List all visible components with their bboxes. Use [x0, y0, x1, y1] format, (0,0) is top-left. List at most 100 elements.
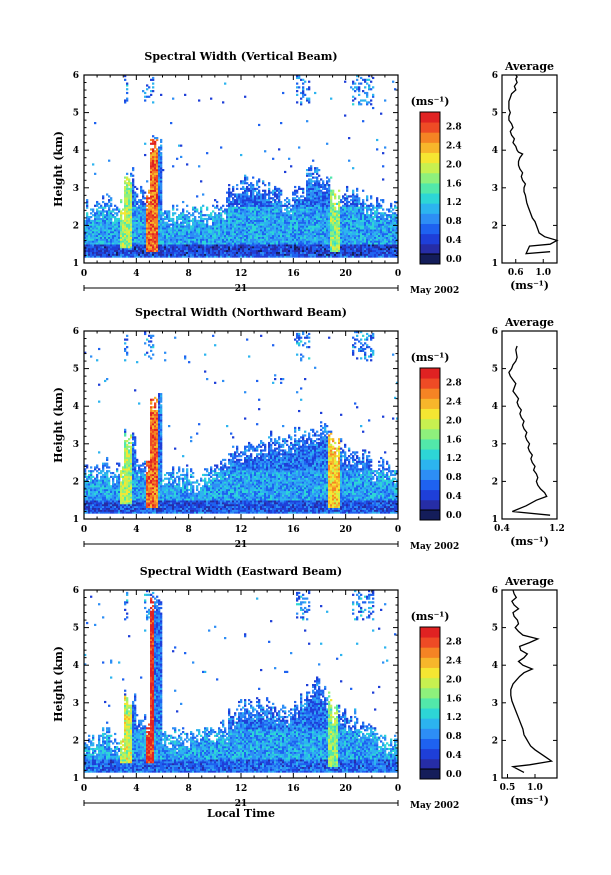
heatmap-cell: [240, 204, 243, 207]
heatmap-cell: [252, 200, 255, 204]
heatmap-cell: [164, 244, 167, 247]
heatmap-cell: [258, 217, 261, 221]
heatmap-cell: [304, 232, 307, 236]
heatmap-cell: [356, 234, 359, 237]
heatmap-cell: [228, 216, 231, 219]
heatmap-cell: [104, 251, 107, 254]
heatmap-cell: [148, 217, 151, 221]
heatmap-cell: [376, 214, 379, 217]
heatmap-cell: [292, 219, 295, 222]
heatmap-cell: [340, 236, 343, 239]
heatmap-cell: [326, 208, 329, 211]
heatmap-cell: [308, 214, 311, 217]
heatmap-cell: [176, 232, 179, 236]
heatmap-cell: [250, 231, 253, 234]
heatmap-cell: [208, 246, 211, 249]
heatmap-cell: [282, 238, 285, 241]
heatmap-cell: [102, 253, 105, 256]
heatmap-cell: [218, 244, 221, 247]
heatmap-cell: [156, 238, 159, 241]
heatmap-cell: [358, 240, 361, 243]
heatmap-cell: [126, 91, 129, 95]
heatmap-cell: [162, 232, 165, 236]
heatmap-cell: [98, 255, 101, 258]
heatmap-cell: [236, 217, 239, 221]
heatmap-cell: [298, 253, 301, 256]
heatmap-cell: [282, 246, 285, 249]
heatmap-cell: [130, 244, 133, 247]
heatmap-cell: [164, 253, 167, 256]
heatmap-cell: [154, 191, 157, 194]
heatmap-cell: [118, 229, 121, 232]
heatmap-cell: [340, 255, 343, 258]
heatmap-cell: [258, 223, 261, 226]
heatmap-cell: [300, 255, 303, 258]
heatmap-cell: [240, 221, 243, 224]
heatmap-cell: [380, 204, 383, 207]
heatmap-cell: [248, 229, 251, 232]
heatmap-cell: [120, 232, 123, 236]
heatmap-cell: [300, 206, 303, 209]
heatmap-cell: [244, 197, 247, 200]
heatmap-cell: [360, 240, 363, 243]
heatmap-cell: [342, 238, 345, 241]
heatmap-cell: [324, 208, 327, 211]
heatmap-cell: [196, 255, 199, 258]
heatmap-cell: [356, 231, 359, 234]
heatmap-cell: [114, 244, 117, 247]
heatmap-cell: [138, 247, 141, 251]
heatmap-cell: [256, 180, 259, 183]
heatmap-cell: [154, 184, 157, 187]
heatmap-cell: [200, 238, 203, 241]
heatmap-cell: [192, 255, 195, 258]
heatmap-cell: [322, 191, 325, 194]
heatmap-cell: [228, 191, 231, 194]
heatmap-cell: [328, 210, 331, 213]
heatmap-cell: [312, 187, 315, 190]
heatmap-cell: [154, 176, 157, 179]
heatmap-cell: [306, 242, 309, 245]
heatmap-cell: [282, 234, 285, 237]
heatmap-cell: [216, 219, 219, 222]
heatmap-cell: [136, 212, 139, 215]
heatmap-cell: [248, 210, 251, 213]
heatmap-cell: [346, 227, 349, 230]
heatmap-cell: [224, 255, 227, 258]
heatmap-cell: [360, 225, 363, 228]
heatmap-cell: [348, 195, 351, 198]
heatmap-cell: [150, 225, 153, 228]
heatmap-cell: [300, 223, 303, 226]
heatmap-cell: [154, 146, 157, 149]
heatmap-cell: [226, 219, 229, 222]
heatmap-cell: [184, 242, 187, 245]
heatmap-cell: [188, 242, 191, 245]
heatmap-cell: [340, 231, 343, 234]
heatmap-cell: [288, 229, 291, 232]
heatmap-cell: [150, 187, 153, 190]
heatmap-cell: [302, 217, 305, 221]
heatmap-cell: [340, 221, 343, 224]
heatmap-cell: [336, 219, 339, 222]
heatmap-cell: [212, 219, 215, 222]
heatmap-cell: [248, 216, 251, 219]
heatmap-cell: [276, 247, 279, 251]
heatmap-cell: [298, 146, 301, 149]
heatmap-cell: [316, 210, 319, 213]
heatmap-cell: [352, 208, 355, 211]
heatmap-cell: [276, 197, 279, 200]
heatmap-cell: [136, 200, 139, 204]
heatmap-cell: [152, 165, 155, 168]
heatmap-cell: [274, 232, 277, 236]
heatmap-cell: [250, 240, 253, 243]
heatmap-cell: [324, 255, 327, 258]
heatmap-cell: [138, 253, 141, 256]
heatmap-cell: [326, 219, 329, 222]
heatmap-cell: [336, 202, 339, 206]
heatmap-cell: [264, 247, 267, 251]
heatmap-cell: [240, 244, 243, 247]
heatmap-cell: [260, 208, 263, 211]
heatmap-cell: [174, 225, 177, 228]
heatmap-cell: [302, 206, 305, 209]
heatmap-cell: [352, 82, 355, 85]
heatmap-cell: [376, 234, 379, 237]
